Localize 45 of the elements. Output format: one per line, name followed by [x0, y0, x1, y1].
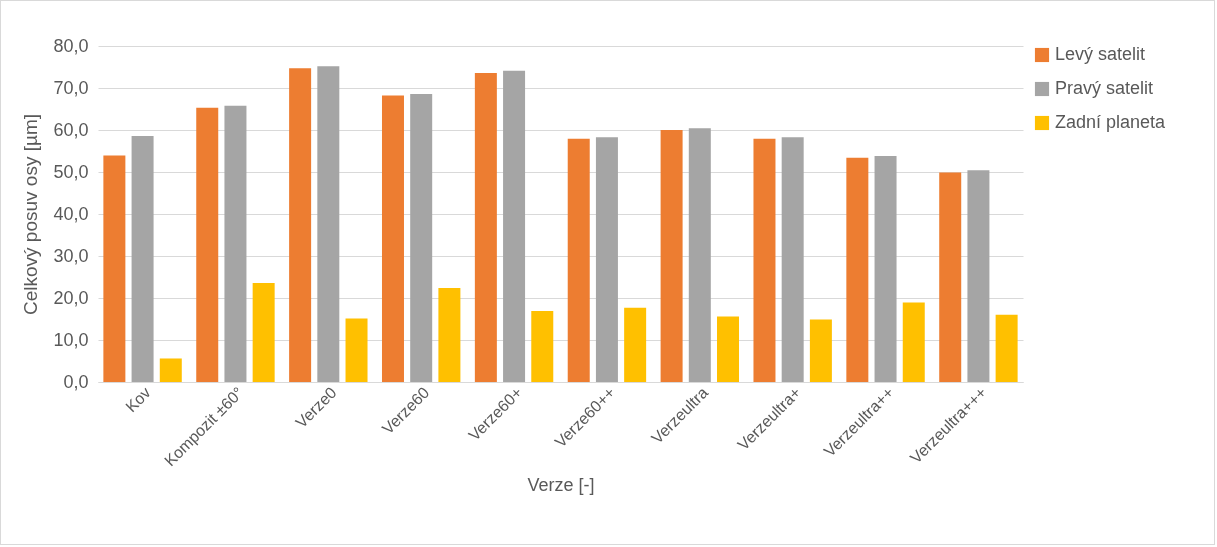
bar [317, 66, 340, 382]
y-tick-label: 50,0 [53, 161, 89, 182]
y-tick-label: 0,0 [63, 371, 89, 392]
bar [874, 156, 897, 382]
y-axis-title: Celkový posuv osy [µm] [20, 113, 42, 316]
bar [103, 155, 126, 382]
bar [531, 311, 554, 382]
bar [438, 287, 461, 382]
legend-label: Pravý satelit [1055, 78, 1154, 98]
x-tick-label: Kov [122, 383, 154, 416]
bar [131, 135, 154, 382]
y-tick-label: 40,0 [53, 203, 89, 224]
y-tick-label: 70,0 [53, 77, 89, 98]
bar [567, 138, 590, 382]
y-tick-label: 10,0 [53, 329, 89, 350]
bar [995, 314, 1018, 382]
bar [781, 137, 804, 382]
bar [809, 319, 832, 382]
bar [410, 93, 433, 382]
bar [159, 358, 182, 382]
bar [252, 282, 275, 382]
bar [196, 107, 219, 382]
bar [503, 70, 526, 382]
bar [474, 72, 497, 382]
y-tick-label: 80,0 [53, 35, 89, 56]
bar [381, 95, 404, 382]
bar [345, 318, 368, 382]
bar [289, 68, 312, 382]
y-tick-label: 30,0 [53, 245, 89, 266]
x-axis-title: Verze [-] [527, 475, 595, 496]
bar [595, 137, 618, 382]
bar [753, 138, 776, 382]
bar [846, 157, 869, 382]
y-tick-label: 60,0 [53, 119, 89, 140]
bar [660, 130, 683, 382]
legend-label: Zadní planeta [1055, 112, 1167, 132]
bar [717, 316, 740, 382]
y-tick-label: 20,0 [53, 287, 89, 308]
bar [624, 307, 647, 382]
bar [224, 105, 247, 382]
bar [967, 170, 990, 382]
legend-label: Levý satelit [1055, 44, 1146, 64]
bar [688, 128, 711, 382]
bar [902, 302, 925, 382]
bar [939, 172, 962, 382]
